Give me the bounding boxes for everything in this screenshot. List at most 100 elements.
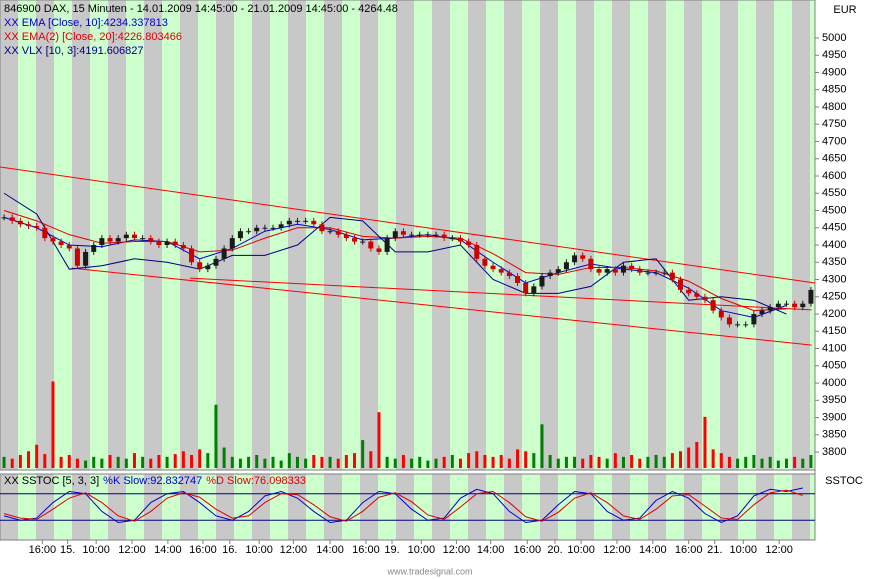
volume-bar xyxy=(43,454,47,468)
session-stripe xyxy=(468,474,486,540)
candle-body xyxy=(189,248,195,263)
session-stripe xyxy=(450,0,468,470)
volume-bar xyxy=(255,454,259,468)
session-stripe xyxy=(90,0,108,470)
volume-bar xyxy=(776,460,780,468)
legend-part: %D Slow:76.098333 xyxy=(206,475,306,487)
session-stripe xyxy=(18,0,36,470)
x-tick-label: 14:00 xyxy=(639,544,667,556)
session-stripe xyxy=(504,0,522,470)
legend-entry: XX EMA [Close, 10]:4234.337813 xyxy=(4,17,168,29)
candle-body xyxy=(751,314,757,325)
session-stripe xyxy=(486,0,504,470)
candle-body xyxy=(270,227,276,229)
candle-body xyxy=(547,272,553,277)
session-stripe xyxy=(810,0,815,470)
volume-bar xyxy=(670,453,674,468)
y-tick-label: 4400 xyxy=(822,239,846,251)
x-tick-label: 10:00 xyxy=(82,544,110,556)
session-stripe xyxy=(234,474,252,540)
candle-body xyxy=(800,303,806,308)
session-stripe xyxy=(270,0,288,470)
background xyxy=(0,0,815,540)
volume-bar xyxy=(483,454,487,468)
session-stripe xyxy=(0,474,18,540)
legend-entry: XX SSTOC [5, 3, 3] %K Slow:92.832747 %D Sl… xyxy=(4,475,306,487)
volume-bar xyxy=(353,453,357,468)
candle-body xyxy=(702,296,708,301)
candle-body xyxy=(376,248,382,252)
y-tick-label: 4300 xyxy=(822,273,846,285)
candle-body xyxy=(669,272,675,280)
session-stripe xyxy=(666,474,684,540)
session-stripe xyxy=(126,474,144,540)
session-stripe xyxy=(54,0,72,470)
volume-bar xyxy=(475,451,479,468)
volume-bar xyxy=(304,458,308,468)
y-tick-label: 4900 xyxy=(822,66,846,78)
session-stripe xyxy=(144,0,162,470)
session-stripe xyxy=(522,474,540,540)
y-tick-label: 4200 xyxy=(822,308,846,320)
candle-body xyxy=(140,238,146,240)
volume-bar xyxy=(434,458,438,468)
candle-body xyxy=(588,258,594,270)
session-stripe xyxy=(738,474,756,540)
session-stripe xyxy=(360,0,378,470)
session-stripe xyxy=(756,0,774,470)
candle-body xyxy=(539,276,545,287)
candle-body xyxy=(34,226,40,228)
session-stripe xyxy=(108,474,126,540)
volume-bar xyxy=(51,381,55,468)
session-stripe xyxy=(648,474,666,540)
volume-bar xyxy=(198,449,202,468)
session-stripe xyxy=(774,0,792,470)
candle-body xyxy=(221,248,227,259)
candle-body xyxy=(743,324,749,326)
volume-bar xyxy=(108,454,112,468)
x-tick-label: 16:00 xyxy=(514,544,542,556)
session-stripe xyxy=(684,474,702,540)
volume-bar xyxy=(336,458,340,468)
volume-bar xyxy=(548,454,552,468)
session-stripe xyxy=(720,474,738,540)
candle-body xyxy=(74,248,80,266)
candle-body xyxy=(425,234,431,236)
y-tick-label: 4350 xyxy=(822,256,846,268)
y-tick-label: 4250 xyxy=(822,291,846,303)
session-stripe xyxy=(36,474,54,540)
volume-bar xyxy=(132,453,136,468)
candle-body xyxy=(596,269,602,273)
session-stripe xyxy=(396,0,414,470)
y-tick-label: 4050 xyxy=(822,360,846,372)
y-tick-label: 4700 xyxy=(822,135,846,147)
candle-body xyxy=(246,231,252,233)
x-tick-label: 10:00 xyxy=(245,544,273,556)
session-stripe xyxy=(306,474,324,540)
session-stripe xyxy=(252,474,270,540)
candle-body xyxy=(17,220,23,225)
volume-bar xyxy=(206,453,210,468)
session-stripe xyxy=(576,474,594,540)
volume-bar xyxy=(695,441,699,468)
candle-body xyxy=(498,269,504,273)
session-stripe xyxy=(612,474,630,540)
volume-bar xyxy=(662,456,666,468)
volume-bar xyxy=(442,456,446,468)
session-stripe xyxy=(792,0,810,470)
candle-body xyxy=(58,241,64,246)
y-tick-label: 4600 xyxy=(822,170,846,182)
candle-body xyxy=(164,241,170,246)
volume-bar xyxy=(458,458,462,468)
volume-bar xyxy=(793,456,797,468)
y-tick-label: 4500 xyxy=(822,204,846,216)
volume-bar xyxy=(84,460,88,468)
volume-bar xyxy=(418,456,422,468)
volume-bar xyxy=(654,454,658,468)
session-stripe xyxy=(702,0,720,470)
volume-bar xyxy=(597,456,601,468)
volume-bar xyxy=(214,404,218,468)
volume-bar xyxy=(361,440,365,468)
volume-bar xyxy=(703,416,707,468)
